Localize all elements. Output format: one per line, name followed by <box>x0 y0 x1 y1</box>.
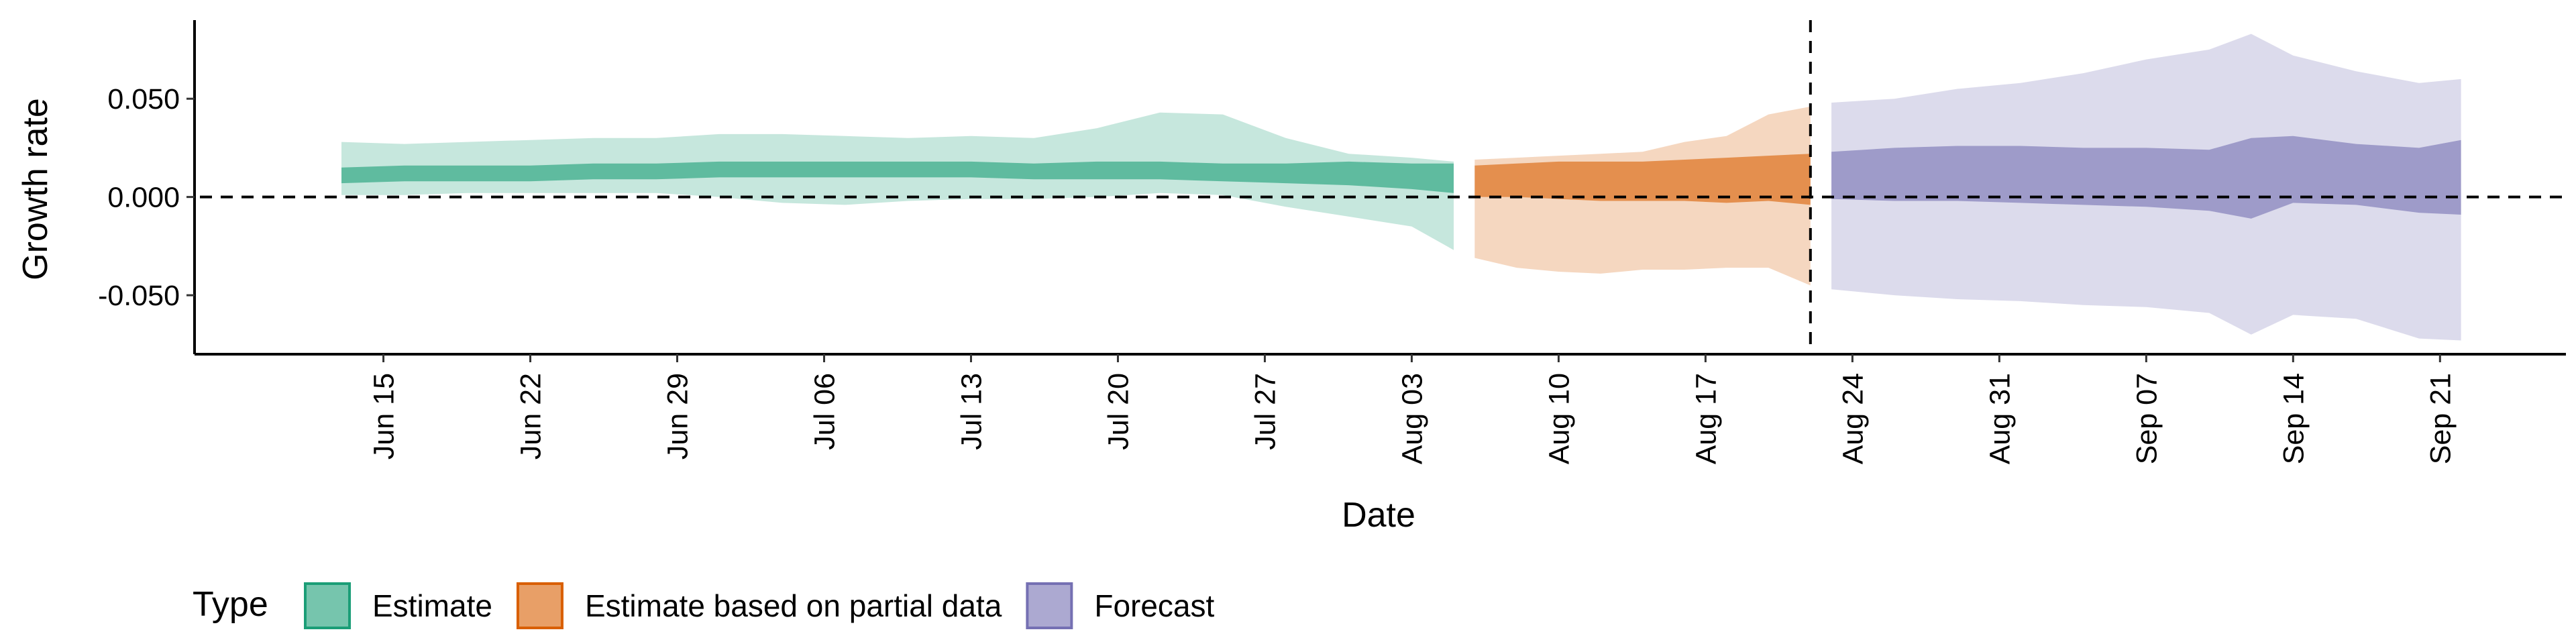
x-tick-label: Jul 27 <box>1249 373 1281 450</box>
legend-entry-2: Forecast <box>1026 582 1215 629</box>
legend-entries: Estimate Estimate based on partial data Fo… <box>304 582 1215 629</box>
legend: Type Estimate Estimate based on partial d… <box>193 582 1215 629</box>
legend-key <box>516 582 564 629</box>
tick-layer: -0.050 0.000 0.050 Jun 15 Jun 22 Jun 29 Jul 06… <box>98 83 2457 464</box>
y-tick-label: 0.050 <box>107 83 180 115</box>
legend-key <box>304 582 351 629</box>
x-tick-label: Sep 21 <box>2424 373 2457 464</box>
axes-layer <box>193 20 2566 356</box>
legend-entry-0: Estimate <box>304 582 492 629</box>
legend-key <box>1026 582 1073 629</box>
y-tick-label: -0.050 <box>98 280 180 312</box>
series-forecast <box>1831 34 2461 341</box>
legend-label: Estimate <box>372 588 492 623</box>
x-tick-label: Aug 31 <box>1984 373 2016 464</box>
legend-label: Estimate based on partial data <box>585 588 1002 623</box>
x-tick-label: Aug 17 <box>1690 373 1722 464</box>
reference-lines <box>200 20 2563 354</box>
band-inner-1 <box>1474 154 1811 205</box>
x-tick-label: Jul 06 <box>808 373 841 450</box>
x-tick-label: Sep 07 <box>2131 373 2163 464</box>
legend-entry-1: Estimate based on partial data <box>516 582 1002 629</box>
x-tick-label: Aug 10 <box>1543 373 1575 464</box>
ribbon-layer <box>341 34 2461 341</box>
y-tick-label: 0.000 <box>107 182 180 214</box>
legend-title: Type <box>193 585 268 624</box>
x-tick-label: Jun 15 <box>368 373 400 460</box>
y-axis-title: Growth rate <box>16 98 55 280</box>
x-tick-label: Jun 22 <box>515 373 547 460</box>
x-tick-label: Jun 29 <box>662 373 694 460</box>
x-tick-label: Aug 03 <box>1396 373 1428 464</box>
series-estimate <box>341 112 1454 250</box>
x-tick-label: Aug 24 <box>1837 373 1869 464</box>
x-tick-label: Jul 13 <box>955 373 987 450</box>
x-tick-label: Jul 20 <box>1102 373 1134 450</box>
band-inner-0 <box>341 161 1454 193</box>
x-axis-title: Date <box>1342 496 1415 535</box>
x-tick-label: Sep 14 <box>2277 373 2310 464</box>
band-outer-0 <box>341 112 1454 250</box>
legend-label: Forecast <box>1094 588 1214 623</box>
